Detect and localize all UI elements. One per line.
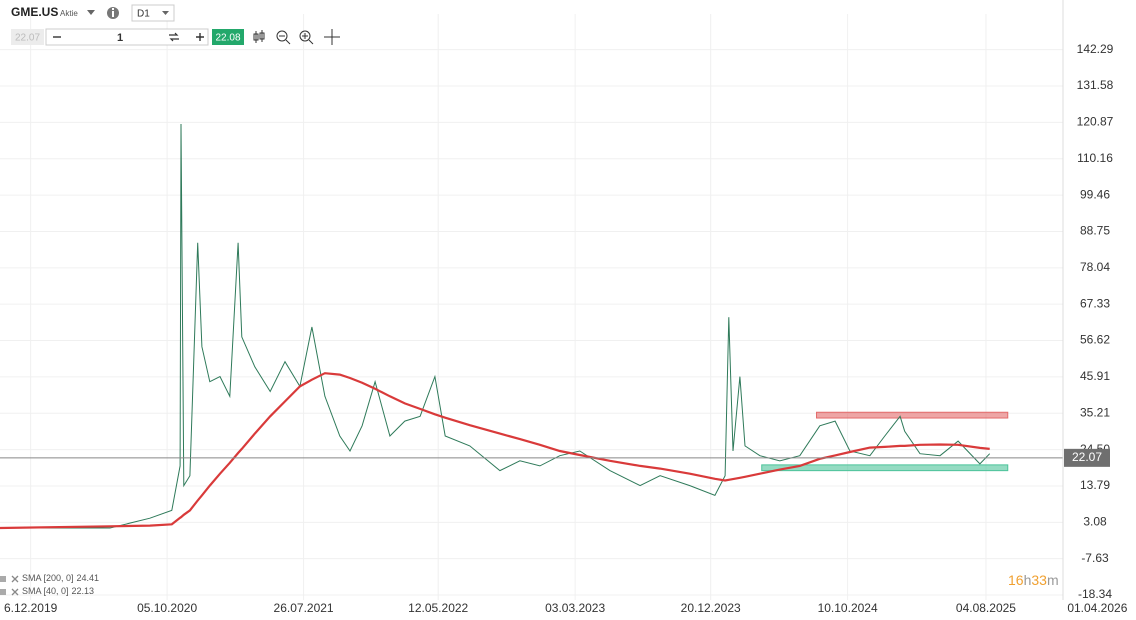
zone [761,464,1009,472]
plot [0,123,1063,530]
legend-value: 24.41 [77,573,100,583]
timeframe-caret [162,11,169,15]
chart-type-icon[interactable] [253,30,265,43]
timer-minutes: 33 [1031,572,1047,588]
timer: 16h33m [1008,572,1059,588]
x-tick-label: 12.05.2022 [408,601,468,615]
sell-button[interactable] [11,29,44,45]
info-glyph [112,8,114,10]
legend-icon[interactable] [0,589,6,595]
y-tick-label: -18.34 [1078,587,1112,601]
y-tick-label: 131.58 [1077,78,1114,92]
zoom-in-glyph [302,33,314,45]
legend-icon[interactable] [0,576,6,582]
price-line [0,123,991,529]
symbol-dropdown[interactable] [87,10,95,15]
timer-unit: h [1024,572,1032,588]
buy-price: 22.08 [215,33,240,44]
y-tick-label: 13.79 [1080,478,1110,492]
x-tick-label: 10.10.2024 [818,601,878,615]
y-tick-label: 35.21 [1080,405,1110,419]
legend-remove[interactable] [11,575,19,583]
volume-input[interactable] [45,28,209,46]
y-tick-label: 142.29 [1077,42,1114,56]
legend-name: SMA [200, 0] [22,573,74,583]
zoom-in-icon[interactable] [299,30,311,42]
timer-hours: 16 [1008,572,1024,588]
info-glyph [112,11,114,17]
legend-entry: SMA [40, 0] 22.13 [22,586,94,596]
instrument-kind: Aktie [60,9,78,18]
timer-unit: m [1047,572,1059,588]
y-tick-label: 67.33 [1080,296,1110,310]
x-tick-label: 03.03.2023 [545,601,605,615]
x-tick-label: 04.08.2025 [956,601,1016,615]
y-tick-label: 99.46 [1080,187,1110,201]
sell-price: 22.07 [15,33,40,44]
plus-button[interactable] [196,33,204,41]
y-tick-label: -7.63 [1081,551,1109,565]
legend-value: 22.13 [72,586,95,596]
x-tick-label: 01.04.2026 [1067,601,1127,615]
volume[interactable]: 1 [117,32,123,44]
zone [816,411,1009,419]
zoom-out-glyph [279,35,291,45]
y-tick-label: 120.87 [1077,115,1114,129]
zoom-out-icon[interactable] [276,30,288,42]
crosshair-icon[interactable] [324,29,340,45]
y-tick-label: 110.16 [1077,151,1113,165]
last-price-tag [1064,448,1110,467]
y-tick-label: 88.75 [1080,224,1110,238]
legend-name: SMA [40, 0] [22,586,69,596]
x-tick-label: 20.12.2023 [681,601,741,615]
sma-line [0,372,990,530]
timeframe: D1 [137,9,150,20]
legend-entry: SMA [200, 0] 24.41 [22,573,99,583]
x-tick-label: 26.07.2021 [274,601,334,615]
legend: SMA [200, 0] 24.41 SMA [40, 0] 22.13 [0,573,99,596]
y-tick-label: 45.91 [1080,369,1110,383]
buy-button[interactable] [212,29,244,45]
y-tick-label: 56.62 [1080,333,1110,347]
x-tick-label: 05.10.2020 [137,601,197,615]
timeframe-select[interactable] [131,4,175,22]
last-price-label: 22.07 [1072,450,1102,464]
y-tick-label: 3.08 [1083,514,1107,528]
swap-icon[interactable] [169,32,179,42]
x-tick-label: 6.12.2019 [4,601,58,615]
symbol[interactable]: GME.US [11,5,58,19]
y-tick-label: 78.04 [1080,260,1110,274]
legend-remove[interactable] [11,588,19,596]
grid [0,14,1063,600]
